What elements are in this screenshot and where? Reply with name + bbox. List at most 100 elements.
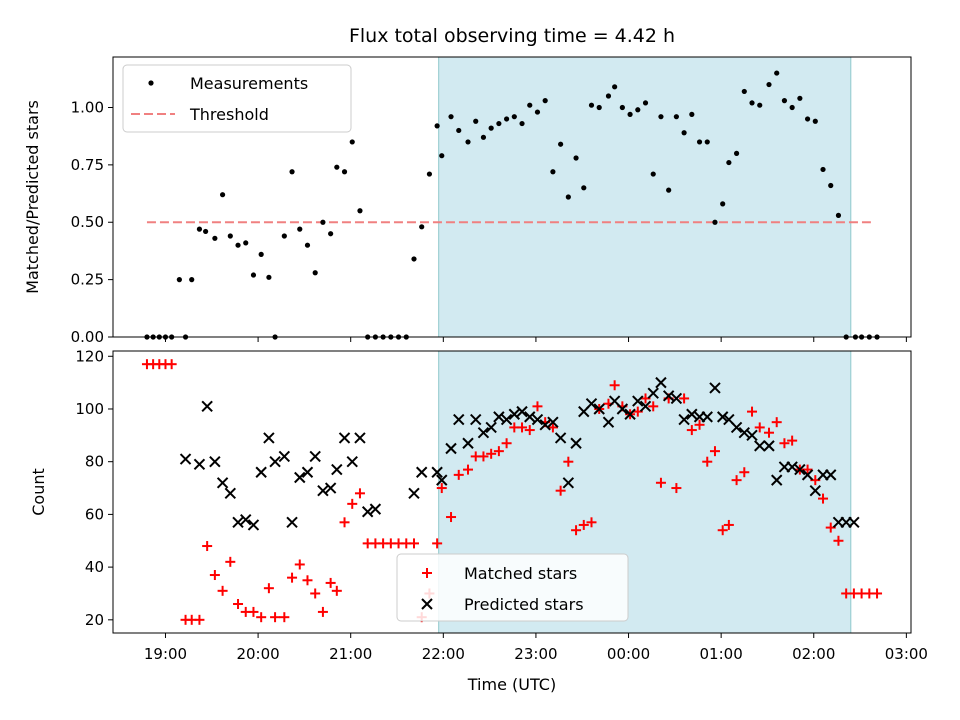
x-tick-label: 23:00 <box>514 645 557 663</box>
predicted-star-mark <box>331 463 343 476</box>
matched-star-point <box>287 572 298 583</box>
predicted-star-mark <box>500 413 513 426</box>
matched-star-point <box>655 477 666 488</box>
predicted-star-point <box>436 474 448 486</box>
predicted-star-mark <box>232 516 244 529</box>
matched-star-point <box>354 488 365 499</box>
x-tick-label: 20:00 <box>236 645 279 663</box>
x-tick-label: 02:00 <box>792 645 835 663</box>
predicted-star-point <box>361 506 374 518</box>
predicted-star-point <box>709 382 721 394</box>
measurement-point <box>439 153 445 159</box>
measurement-point <box>733 150 740 156</box>
measurement-point <box>681 130 687 136</box>
predicted-star-point <box>738 426 751 439</box>
predicted-star-point <box>562 477 575 489</box>
measurement-point <box>812 118 818 124</box>
measurement-point <box>588 102 595 108</box>
predicted-star-point <box>524 411 536 423</box>
measurement-point <box>689 111 695 117</box>
matched-star-point <box>524 425 535 436</box>
predicted-star-point <box>786 461 798 473</box>
matched-star-point <box>571 525 582 536</box>
measurement-point <box>250 272 257 278</box>
predicted-star-mark <box>247 519 260 531</box>
predicted-star-mark <box>554 432 567 444</box>
measurement-point <box>619 104 625 111</box>
predicted-star-mark <box>670 392 683 405</box>
measurement-point <box>650 171 656 177</box>
measurement-point <box>189 277 195 283</box>
predicted-star-mark <box>309 450 321 463</box>
matched-star-point <box>248 606 259 617</box>
predicted-star-mark <box>286 516 298 529</box>
matched-star-point <box>555 485 566 496</box>
matched-star-point <box>723 519 734 530</box>
predicted-star-point <box>547 416 559 428</box>
matched-star-point <box>310 588 321 599</box>
measurement-point <box>696 139 703 145</box>
matched-star-point <box>486 448 497 459</box>
matched-star-point <box>609 380 620 391</box>
predicted-star-mark <box>547 416 559 428</box>
predicted-star-mark <box>723 413 735 426</box>
y-tick-label: 80 <box>85 453 104 471</box>
measurement-point <box>573 155 579 161</box>
matched-star-point <box>408 538 419 549</box>
matched-star-point <box>686 425 697 436</box>
measurement-point <box>243 240 249 246</box>
matched-star-point <box>532 401 543 412</box>
measurement-point <box>473 118 479 124</box>
predicted-star-mark <box>255 466 267 478</box>
predicted-star-mark <box>624 408 636 420</box>
predicted-star-mark <box>701 411 713 423</box>
measurement-point <box>673 114 679 120</box>
measurement-point <box>741 88 747 95</box>
measurement-point <box>411 256 417 262</box>
predicted-star-point <box>193 458 206 471</box>
predicted-star-mark <box>278 450 291 463</box>
x-tick-label: 00:00 <box>607 645 650 663</box>
matched-star-point <box>347 498 358 509</box>
measurement-point <box>726 159 732 166</box>
predicted-star-mark <box>324 482 337 494</box>
predicted-star-mark <box>632 395 644 407</box>
predicted-star-mark <box>301 466 314 478</box>
predicted-star-mark <box>201 400 213 413</box>
matched-star-point <box>263 583 274 594</box>
predicted-star-mark <box>263 432 275 444</box>
predicted-star-mark <box>408 487 420 500</box>
top-panel: 0.00 0.25 0.50 0.75 1.00 Matched/Predicted st… <box>23 56 912 346</box>
predicted-star-point <box>216 477 229 489</box>
measurement-point <box>766 81 772 88</box>
matched-star-point <box>648 401 659 412</box>
matched-star-point <box>233 599 244 610</box>
predicted-star-point <box>585 398 598 410</box>
predicted-star-point <box>670 392 683 405</box>
matched-star-point <box>166 359 177 370</box>
predicted-star-point <box>602 416 615 428</box>
matched-star-point <box>202 541 213 552</box>
measurement-point <box>465 139 471 145</box>
measurement-point <box>565 194 571 200</box>
predicted-star-point <box>201 400 213 413</box>
predicted-star-mark <box>585 398 598 410</box>
matched-star-point <box>547 422 558 433</box>
legend: Measurements Threshold <box>122 64 352 133</box>
legend-box <box>122 64 352 133</box>
predicted-star-mark <box>493 411 505 423</box>
matched-star-point <box>802 464 813 475</box>
predicted-star-mark <box>763 440 775 452</box>
predicted-star-mark <box>317 484 329 497</box>
measurement-point <box>203 228 209 235</box>
predicted-star-point <box>278 450 291 463</box>
predicted-star-point <box>286 516 298 529</box>
predicted-star-mark <box>224 487 237 500</box>
predicted-star-mark <box>361 506 374 518</box>
predicted-star-mark <box>809 484 822 497</box>
predicted-star-mark <box>179 453 192 465</box>
measurement-point <box>804 116 811 122</box>
matched-star-point <box>872 588 883 599</box>
predicted-star-mark <box>662 390 675 402</box>
matched-star-point <box>225 556 236 567</box>
